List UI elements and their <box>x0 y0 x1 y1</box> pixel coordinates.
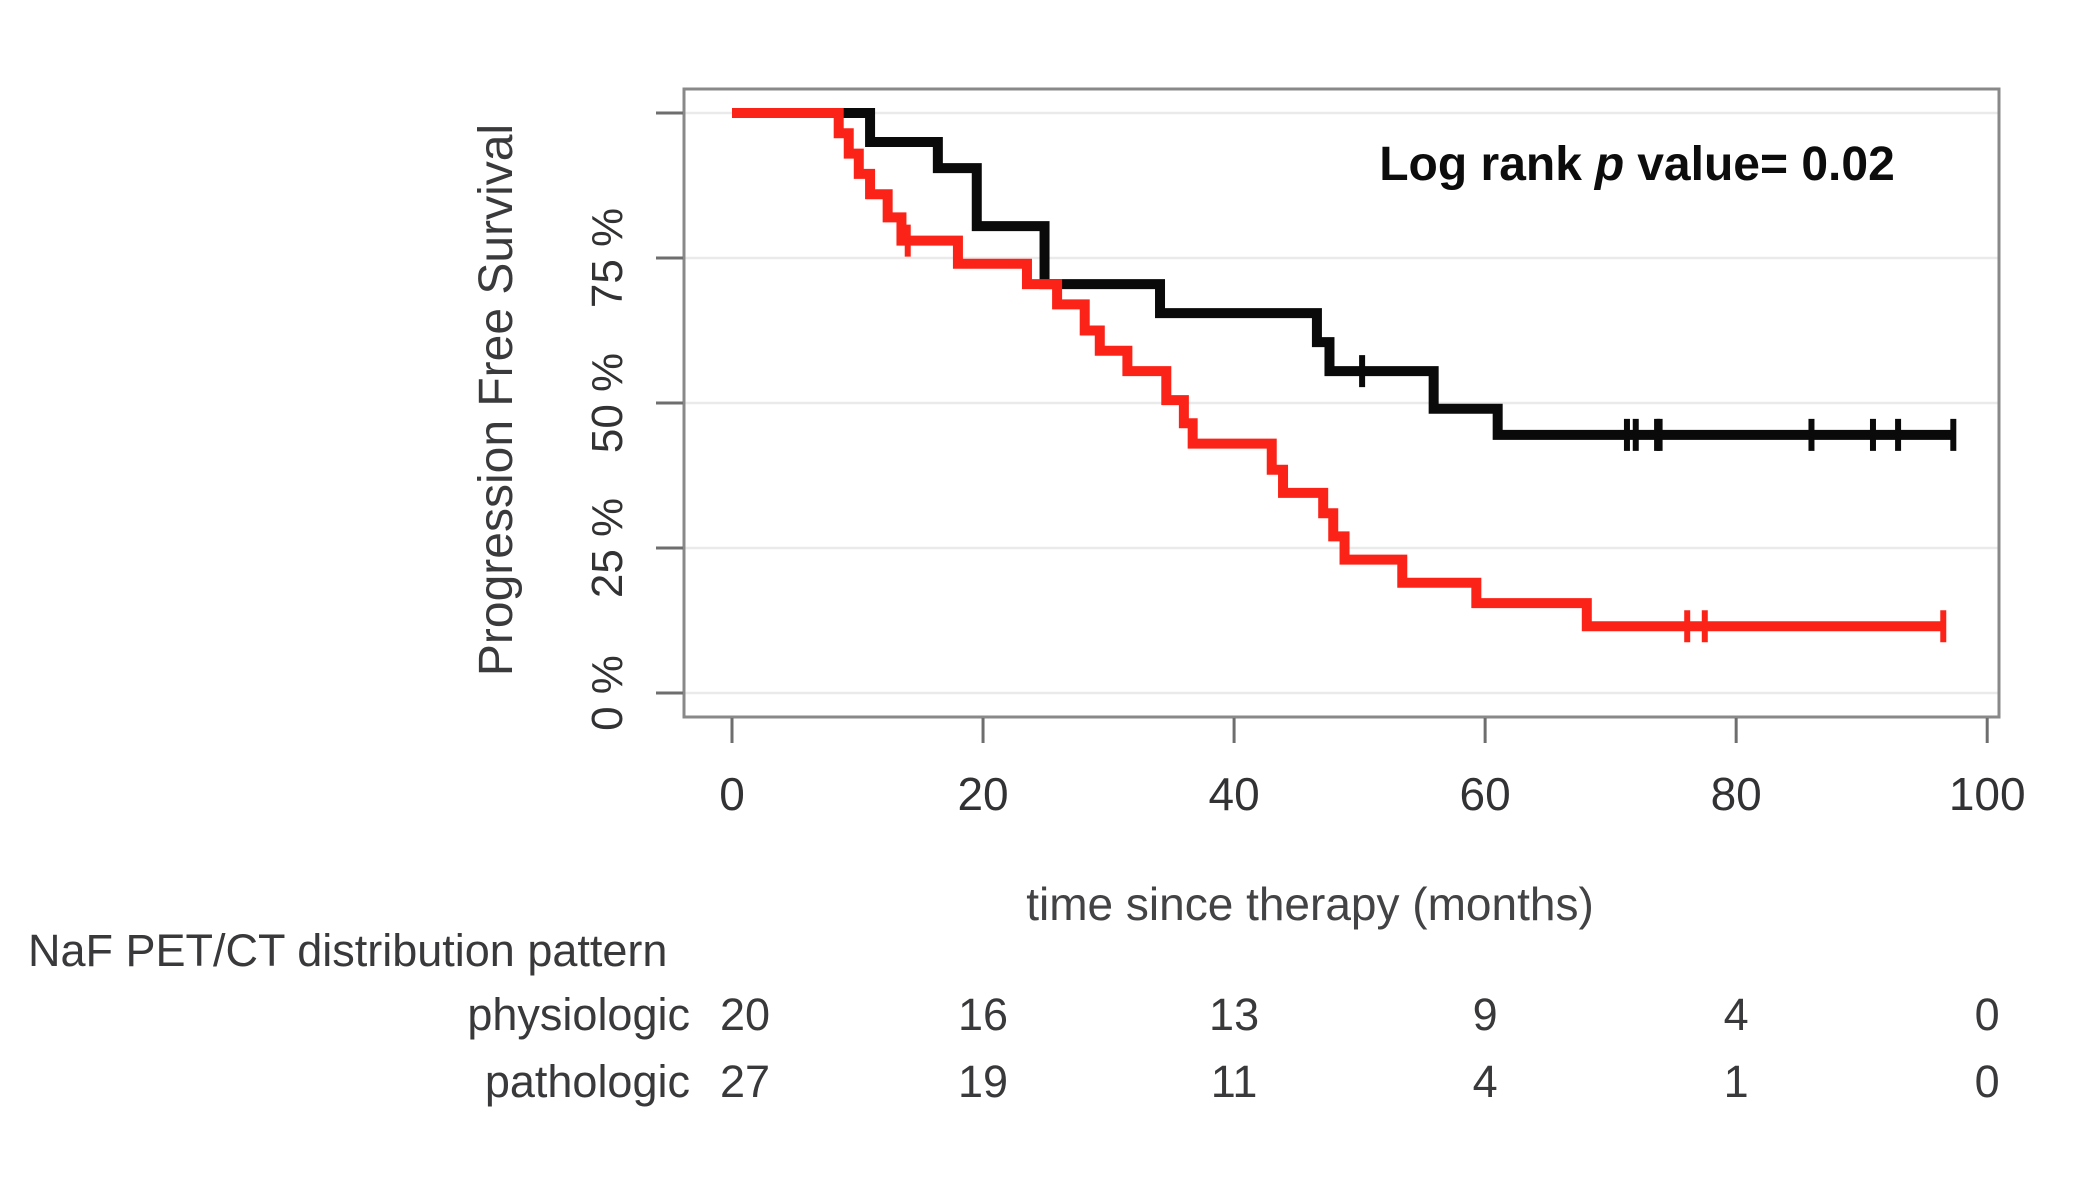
survival-curves-layer <box>732 108 1957 643</box>
risk-count-physiologic: 4 <box>1724 989 1749 1040</box>
x-tick-label: 20 <box>957 768 1008 820</box>
annotation-prefix: Log rank <box>1379 138 1582 191</box>
risk-row-label-pathologic: pathologic <box>485 1056 690 1107</box>
risk-count-physiologic: 20 <box>720 989 770 1040</box>
risk-count-physiologic: 9 <box>1473 989 1498 1040</box>
risk-count-pathologic: 27 <box>720 1056 770 1107</box>
risk-table-header: NaF PET/CT distribution pattern <box>28 925 667 976</box>
risk-count-pathologic: 19 <box>958 1056 1008 1107</box>
plot-border <box>682 87 2001 719</box>
risk-count-pathologic: 1 <box>1724 1056 1749 1107</box>
risk-count-physiologic: 0 <box>1975 989 2000 1040</box>
risk-counts-layer: 20 16 13 9 4 0 27 19 11 4 1 0 <box>720 989 2000 1107</box>
logrank-annotation: Log rank p value= 0.02 <box>1379 138 1895 191</box>
risk-count-pathologic: 4 <box>1473 1056 1498 1107</box>
y-axis-title: Progression Free Survival <box>470 124 523 676</box>
y-tick-label: 75 % <box>583 208 632 308</box>
x-tick-label: 60 <box>1460 768 1511 820</box>
risk-count-pathologic: 0 <box>1975 1056 2000 1107</box>
plot-background-layer: 0 % 25 % 50 % 75 % 0 20 40 60 80 100 <box>583 87 2026 820</box>
x-tick-label: 80 <box>1711 768 1762 820</box>
x-tick-label: 0 <box>719 768 745 820</box>
risk-row-label-physiologic: physiologic <box>467 989 690 1040</box>
x-tick-label: 40 <box>1208 768 1259 820</box>
x-axis-title: time since therapy (months) <box>1026 878 1594 930</box>
y-tick-label: 50 % <box>583 353 632 453</box>
risk-count-physiologic: 13 <box>1209 989 1259 1040</box>
risk-count-pathologic: 11 <box>1211 1056 1258 1107</box>
annotation-p-italic: p <box>1593 138 1624 191</box>
y-tick-label: 0 % <box>583 655 632 731</box>
y-tick-label: 25 % <box>583 498 632 598</box>
km-curve-pathologic <box>732 108 1944 632</box>
x-tick-label: 100 <box>1949 768 2026 820</box>
km-curve-physiologic <box>732 108 1954 440</box>
risk-count-physiologic: 16 <box>958 989 1008 1040</box>
annotation-suffix: value= 0.02 <box>1637 138 1895 191</box>
